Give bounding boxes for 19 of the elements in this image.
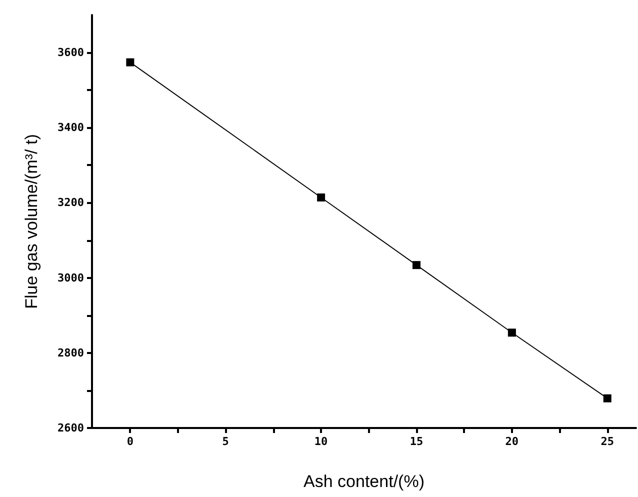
y-tick-label: 2600 [58,422,84,434]
point [603,394,612,402]
x-tick-label: 20 [505,435,519,448]
x-tick-label: 5 [222,435,229,448]
y-tick-label: 3600 [58,46,84,60]
point [412,261,420,270]
point [508,328,516,337]
x-tick-label: 25 [600,435,614,448]
point [317,193,326,202]
x-tick-label: 10 [314,435,328,448]
y-tick-label: 3000 [58,271,84,284]
x-tick-label: 0 [126,435,134,448]
x-tick-label: 15 [410,435,424,448]
x-axis-title: Ash content/(%) [304,472,424,491]
point [126,58,134,66]
y-tick-label: 3400 [58,121,84,134]
y-tick-label: 2800 [58,346,84,360]
y-tick-label: 3200 [58,196,84,210]
y-axis-title: Flue gas volume/(m³/ t) [22,134,41,309]
